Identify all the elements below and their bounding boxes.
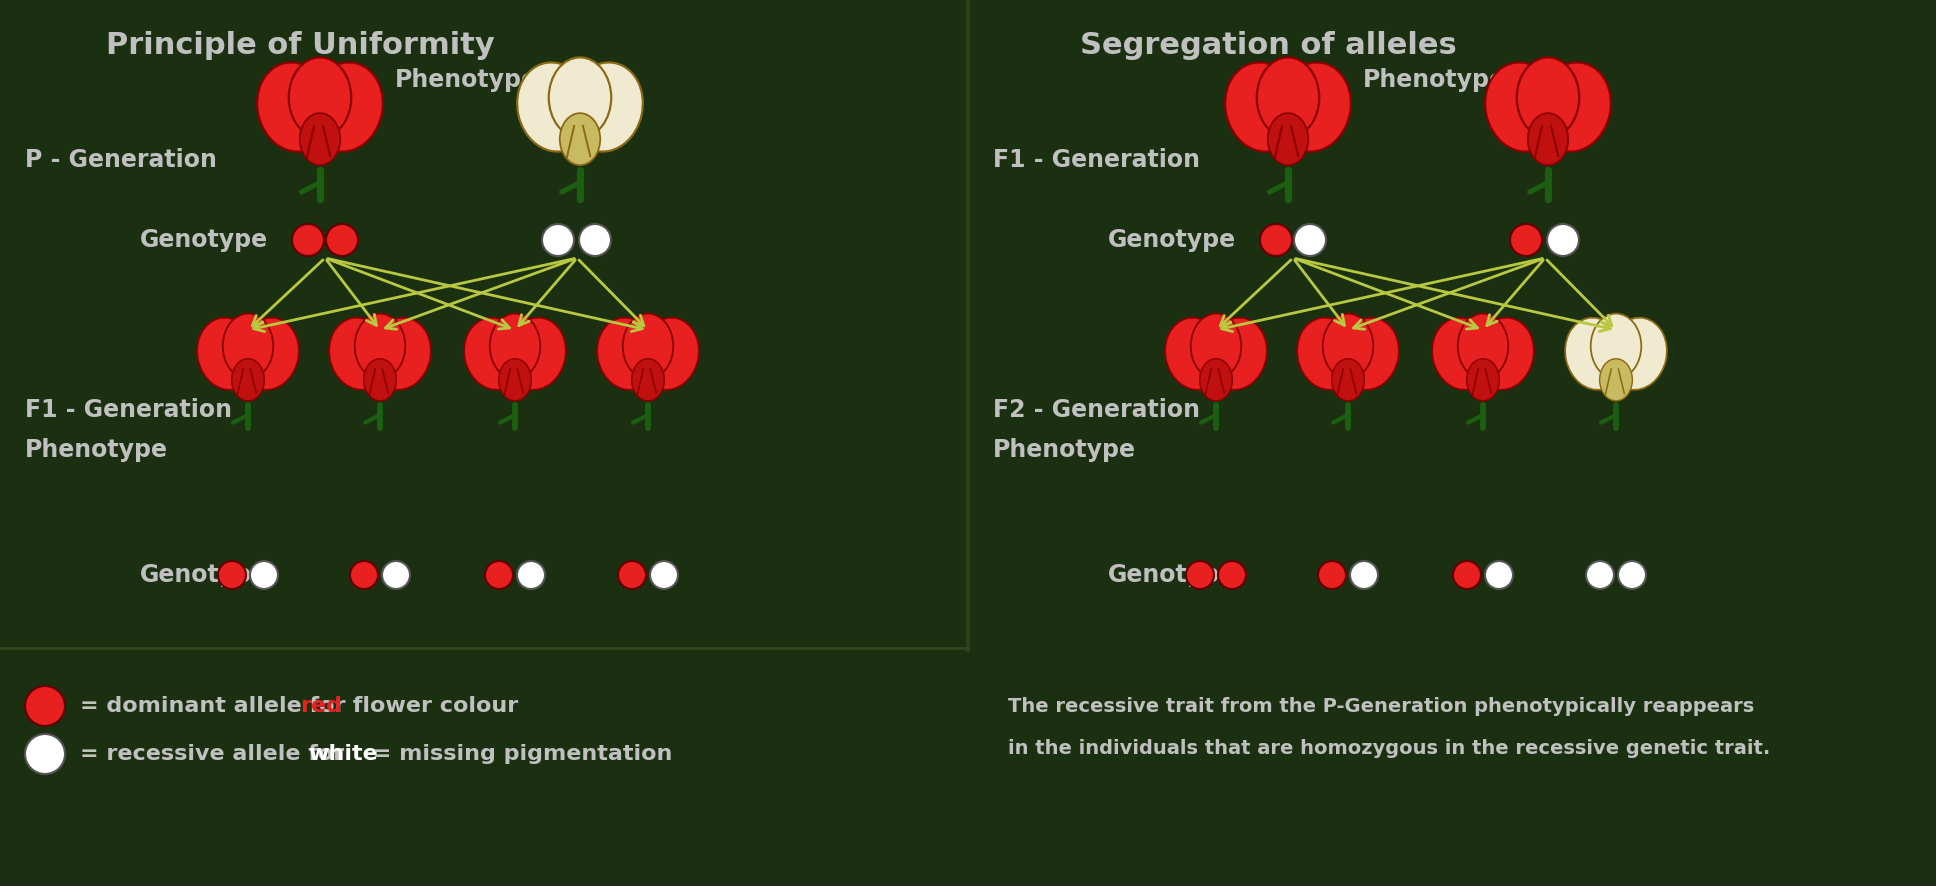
Text: Phenotype: Phenotype (395, 68, 538, 92)
Circle shape (1187, 561, 1214, 589)
Text: = missing pigmentation: = missing pigmentation (366, 744, 672, 764)
Text: P - Generation: P - Generation (25, 148, 217, 172)
Text: in the individuals that are homozygous in the recessive genetic trait.: in the individuals that are homozygous i… (1009, 739, 1770, 758)
Circle shape (486, 561, 513, 589)
Text: Phenotype: Phenotype (993, 438, 1136, 462)
Ellipse shape (1599, 359, 1632, 400)
Ellipse shape (1225, 62, 1299, 152)
Ellipse shape (1607, 318, 1667, 390)
Ellipse shape (1276, 62, 1351, 152)
Text: red: red (300, 696, 343, 716)
Ellipse shape (300, 113, 341, 165)
Ellipse shape (1256, 58, 1318, 137)
Ellipse shape (1297, 318, 1357, 390)
Text: Segregation of alleles: Segregation of alleles (1080, 30, 1456, 59)
Ellipse shape (1516, 58, 1580, 137)
Ellipse shape (1433, 318, 1493, 390)
Ellipse shape (639, 318, 699, 390)
Circle shape (1547, 224, 1580, 256)
Circle shape (25, 686, 66, 726)
Circle shape (325, 224, 358, 256)
Ellipse shape (490, 314, 540, 378)
Ellipse shape (1485, 62, 1558, 152)
Ellipse shape (1206, 318, 1266, 390)
Ellipse shape (1458, 314, 1508, 378)
Text: F1 - Generation: F1 - Generation (993, 148, 1200, 172)
Ellipse shape (560, 113, 600, 165)
Ellipse shape (1528, 113, 1568, 165)
Text: = recessive allele for: = recessive allele for (79, 744, 352, 764)
Ellipse shape (1537, 62, 1611, 152)
Circle shape (1318, 561, 1346, 589)
Text: Genotype: Genotype (1107, 228, 1235, 252)
Ellipse shape (1268, 113, 1309, 165)
Circle shape (1618, 561, 1646, 589)
Ellipse shape (548, 58, 612, 137)
Ellipse shape (354, 314, 405, 378)
Ellipse shape (1191, 314, 1241, 378)
Ellipse shape (1165, 318, 1225, 390)
Text: Phenotype: Phenotype (1363, 68, 1506, 92)
Circle shape (381, 561, 410, 589)
Circle shape (25, 734, 66, 774)
Circle shape (250, 561, 279, 589)
Ellipse shape (238, 318, 298, 390)
Text: = dominant allele for: = dominant allele for (79, 696, 352, 716)
Text: Genotype: Genotype (139, 563, 267, 587)
Circle shape (517, 561, 546, 589)
Ellipse shape (517, 62, 590, 152)
Ellipse shape (596, 318, 656, 390)
Circle shape (1260, 224, 1291, 256)
Ellipse shape (499, 359, 530, 400)
Text: F2 - Generation: F2 - Generation (993, 398, 1200, 422)
Ellipse shape (1564, 318, 1624, 390)
Circle shape (579, 224, 612, 256)
Circle shape (1510, 224, 1541, 256)
Circle shape (1454, 561, 1481, 589)
Ellipse shape (631, 359, 664, 400)
Circle shape (219, 561, 246, 589)
Circle shape (1485, 561, 1514, 589)
Circle shape (350, 561, 378, 589)
Ellipse shape (465, 318, 525, 390)
Ellipse shape (329, 318, 389, 390)
Circle shape (1349, 561, 1378, 589)
Ellipse shape (623, 314, 674, 378)
Ellipse shape (1332, 359, 1365, 400)
Text: Genotype: Genotype (1107, 563, 1235, 587)
Ellipse shape (505, 318, 565, 390)
Ellipse shape (197, 318, 257, 390)
Ellipse shape (232, 359, 265, 400)
Ellipse shape (1340, 318, 1400, 390)
Ellipse shape (308, 62, 383, 152)
Ellipse shape (1322, 314, 1373, 378)
Ellipse shape (223, 314, 273, 378)
Circle shape (618, 561, 647, 589)
Ellipse shape (372, 318, 432, 390)
Text: The recessive trait from the P-Generation phenotypically reappears: The recessive trait from the P-Generatio… (1009, 696, 1754, 716)
Ellipse shape (257, 62, 331, 152)
Ellipse shape (364, 359, 397, 400)
Text: Genotype: Genotype (139, 228, 267, 252)
Ellipse shape (1473, 318, 1533, 390)
Circle shape (542, 224, 573, 256)
Ellipse shape (569, 62, 643, 152)
Circle shape (650, 561, 678, 589)
Text: F1 - Generation: F1 - Generation (25, 398, 232, 422)
Text: Phenotype: Phenotype (25, 438, 168, 462)
Circle shape (1218, 561, 1247, 589)
Circle shape (292, 224, 323, 256)
Ellipse shape (1200, 359, 1233, 400)
Circle shape (1293, 224, 1326, 256)
Text: flower colour: flower colour (345, 696, 519, 716)
Text: Principle of Uniformity: Principle of Uniformity (106, 30, 494, 59)
Ellipse shape (1591, 314, 1642, 378)
Text: white: white (308, 744, 378, 764)
Ellipse shape (1467, 359, 1498, 400)
Ellipse shape (288, 58, 350, 137)
Circle shape (1586, 561, 1615, 589)
